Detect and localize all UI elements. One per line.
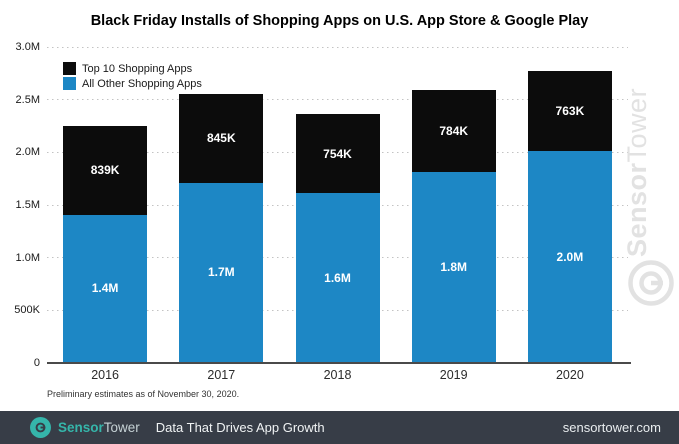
footer-brand-light: Tower xyxy=(103,420,140,435)
bar-segment-all-other-shopping-apps-2017 xyxy=(179,182,264,362)
gridline xyxy=(47,99,628,101)
bar-value-label: 784K xyxy=(439,124,469,139)
bar-segment-all-other-shopping-apps-2016 xyxy=(63,214,148,362)
footer-bar: SensorTower Data That Drives App Growth … xyxy=(0,411,679,444)
bar-segment-top-10-shopping-apps-2019 xyxy=(411,89,496,173)
x-axis-label-2017: 2017 xyxy=(207,368,236,382)
legend-item: All Other Shopping Apps xyxy=(63,76,202,91)
legend-swatch-icon xyxy=(63,77,76,90)
watermark-brand-bold: Sensor xyxy=(622,162,652,257)
watermark-brand-text: SensorTower xyxy=(622,88,656,257)
y-axis-label: 2.0M xyxy=(15,146,40,159)
bar-value-label: 845K xyxy=(206,131,236,146)
footer-tagline: Data That Drives App Growth xyxy=(155,420,325,435)
bar-segment-top-10-shopping-apps-2016 xyxy=(63,126,148,215)
bar-value-label: 839K xyxy=(90,163,120,178)
bar-value-label: 1.8M xyxy=(440,260,468,275)
x-axis-label-2016: 2016 xyxy=(91,368,119,382)
gridline xyxy=(47,46,628,48)
watermark-brand-light: Tower xyxy=(622,87,652,163)
x-axis-label-2018: 2018 xyxy=(323,368,352,382)
sensortower-logo-icon xyxy=(30,417,51,438)
chart-legend: Top 10 Shopping Apps All Other Shopping A… xyxy=(63,61,202,91)
legend-label: All Other Shopping Apps xyxy=(82,77,202,90)
footnote: Preliminary estimates as of November 30,… xyxy=(47,389,240,399)
bar-value-label: 1.4M xyxy=(91,281,119,296)
bar-segment-all-other-shopping-apps-2020 xyxy=(527,151,612,362)
y-axis-label: 1.5M xyxy=(15,199,40,211)
bar-value-label: 2.0M xyxy=(556,249,584,264)
bar-value-label: 1.6M xyxy=(324,270,351,285)
x-axis-line xyxy=(47,362,631,364)
x-axis-label-2020: 2020 xyxy=(555,368,584,382)
y-axis-label: 2.5M xyxy=(15,93,40,106)
footer-brand-bold: Sensor xyxy=(58,420,104,435)
legend-item: Top 10 Shopping Apps xyxy=(63,61,202,76)
bar-segment-all-other-shopping-apps-2019 xyxy=(411,172,496,362)
bar-value-label: 754K xyxy=(323,146,352,161)
sensortower-logo-watermark-icon xyxy=(627,256,675,313)
bar-segment-top-10-shopping-apps-2018 xyxy=(295,114,380,194)
chart-title: Black Friday Installs of Shopping Apps o… xyxy=(90,13,589,29)
y-axis-label: 0 xyxy=(33,357,40,369)
legend-swatch-icon xyxy=(63,62,76,75)
y-axis-label: 500K xyxy=(14,304,40,317)
legend-label: Top 10 Shopping Apps xyxy=(82,62,193,75)
y-axis-label: 1.0M xyxy=(15,251,40,264)
footer-url: sensortower.com xyxy=(562,420,661,435)
x-axis-label-2019: 2019 xyxy=(439,368,468,382)
bar-value-label: 763K xyxy=(555,104,585,119)
footer-brand: SensorTower xyxy=(58,420,140,435)
bar-segment-all-other-shopping-apps-2018 xyxy=(295,193,380,362)
bar-segment-top-10-shopping-apps-2020 xyxy=(527,70,612,152)
y-axis-label: 3.0M xyxy=(15,41,40,53)
bar-value-label: 1.7M xyxy=(207,265,235,280)
bar-segment-top-10-shopping-apps-2017 xyxy=(179,93,264,183)
